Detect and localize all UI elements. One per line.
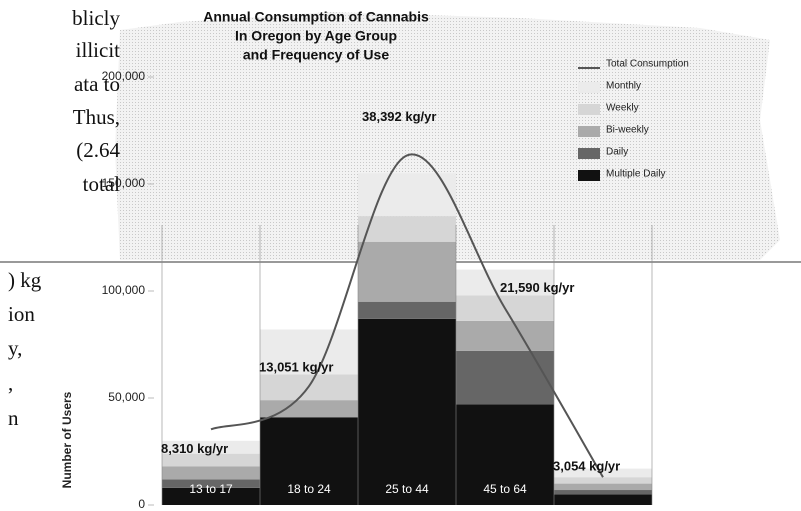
document-text-line: Thus,	[73, 105, 120, 129]
legend-label: Daily	[606, 147, 628, 158]
bar-segment	[162, 487, 260, 505]
y-axis-label: Number of Users	[60, 391, 74, 488]
bar-segment	[456, 269, 554, 296]
x-tick-label: 18 to 24	[287, 482, 331, 496]
bar-segment	[456, 320, 554, 351]
y-tick-label: 200,000	[102, 69, 146, 83]
bar-segment	[260, 329, 358, 375]
document-text-line: illicit	[76, 38, 120, 62]
bar-segment	[554, 483, 652, 491]
bar-segment	[162, 453, 260, 467]
chart-title: In Oregon by Age Group	[235, 28, 397, 44]
document-text-line: ata to	[74, 72, 120, 96]
bar-segment	[162, 479, 260, 488]
y-tick-label: 0	[138, 497, 145, 511]
bar-segment	[260, 417, 358, 505]
value-label: 8,310 kg/yr	[161, 441, 228, 456]
x-tick-label: 45 to 64	[483, 482, 527, 496]
bar-segment	[554, 477, 652, 484]
x-tick-label: 25 to 44	[385, 482, 429, 496]
legend-label: Multiple Daily	[606, 169, 665, 180]
legend-swatch	[578, 148, 600, 159]
legend-swatch	[578, 82, 600, 93]
value-label: 38,392 kg/yr	[362, 109, 436, 124]
chart-title: and Frequency of Use	[243, 47, 389, 63]
document-text-line: (2.64	[76, 138, 120, 162]
bar-segment	[358, 301, 456, 319]
bar-segment	[456, 404, 554, 505]
x-tick-label: 13 to 17	[189, 482, 233, 496]
document-text-line: blicly	[72, 6, 120, 30]
bar-segment	[162, 440, 260, 454]
bar-segment	[358, 216, 456, 242]
y-tick-label: 50,000	[108, 390, 145, 404]
total-line	[210, 153, 604, 478]
value-label: 21,590 kg/yr	[500, 280, 574, 295]
bar-segment	[358, 318, 456, 505]
document-text-line: total	[83, 172, 120, 196]
value-label: 3,054 kg/yr	[553, 459, 620, 474]
value-label: 13,051 kg/yr	[259, 360, 333, 375]
document-text-line: y,	[8, 336, 22, 360]
plot: 0 50,000 100,000 150,000 200,000 13 to 17 18 t…	[102, 59, 689, 511]
legend-label: Monthly	[606, 81, 641, 92]
document-text: blicly illicit ata to Thus, (2.64 total ) kg io…	[8, 6, 120, 430]
y-tick-label: 100,000	[102, 283, 146, 297]
chart-title: Annual Consumption of Cannabis	[203, 9, 429, 25]
document-text-line: n	[8, 406, 19, 430]
bar-segment	[162, 466, 260, 480]
legend-swatch	[578, 104, 600, 115]
legend-swatch	[578, 170, 600, 181]
bar-segment	[554, 494, 652, 505]
legend-label: Weekly	[606, 103, 639, 114]
document-text-line: ,	[8, 371, 13, 395]
bar-segment	[554, 468, 652, 478]
y-tick-label: 150,000	[102, 176, 146, 190]
legend-swatch	[578, 126, 600, 137]
bar-segment	[554, 490, 652, 495]
map-background	[115, 12, 780, 260]
bar-segment	[456, 350, 554, 405]
legend-label: Bi-weekly	[606, 125, 649, 136]
legend-label: Total Consumption	[606, 59, 689, 70]
document-text-line: ) kg	[8, 268, 42, 292]
bar-segment	[260, 400, 358, 418]
document-text-line: ion	[8, 302, 35, 326]
bar-segment	[358, 241, 456, 302]
